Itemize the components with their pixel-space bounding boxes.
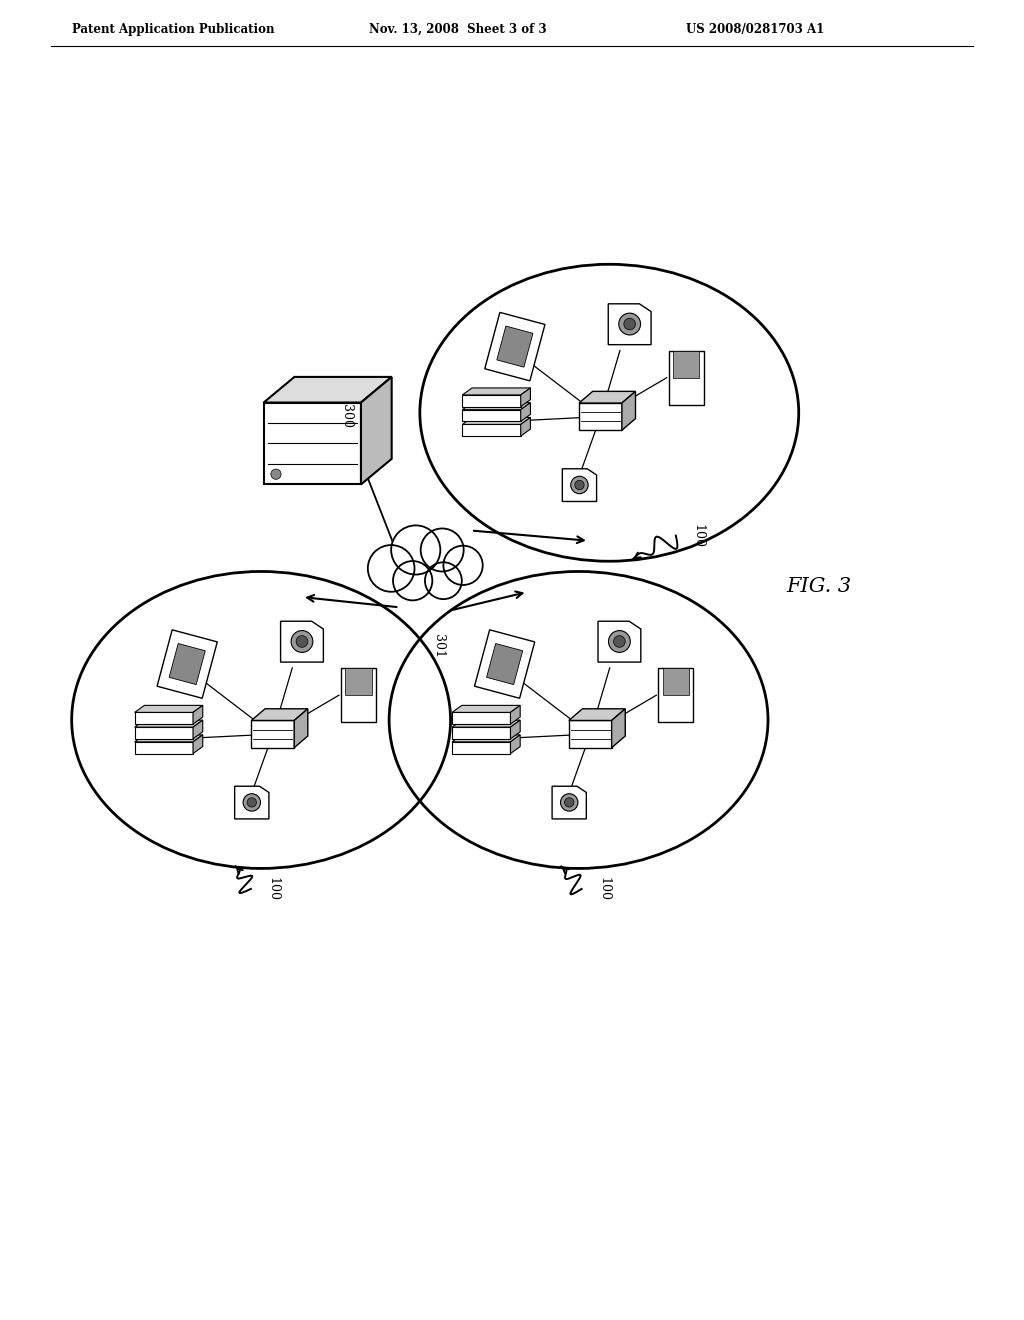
Polygon shape: [135, 705, 203, 713]
Polygon shape: [452, 742, 510, 754]
Polygon shape: [135, 713, 194, 725]
Polygon shape: [462, 409, 520, 421]
Polygon shape: [520, 417, 530, 436]
Polygon shape: [520, 403, 530, 421]
Text: Nov. 13, 2008  Sheet 3 of 3: Nov. 13, 2008 Sheet 3 of 3: [369, 22, 546, 36]
Polygon shape: [462, 388, 530, 395]
Polygon shape: [252, 709, 308, 721]
Circle shape: [368, 545, 415, 591]
Text: 100: 100: [598, 876, 610, 902]
Circle shape: [443, 545, 482, 585]
Polygon shape: [452, 727, 510, 739]
Polygon shape: [611, 709, 626, 747]
Bar: [341, 668, 376, 722]
Polygon shape: [608, 304, 651, 345]
Polygon shape: [484, 313, 545, 381]
Polygon shape: [568, 721, 611, 747]
Circle shape: [613, 636, 626, 647]
Circle shape: [425, 562, 462, 599]
Polygon shape: [510, 721, 520, 739]
Circle shape: [608, 631, 631, 652]
Polygon shape: [579, 391, 636, 403]
Circle shape: [570, 477, 588, 494]
Polygon shape: [135, 727, 194, 739]
Polygon shape: [452, 735, 520, 742]
Polygon shape: [252, 721, 294, 747]
Polygon shape: [264, 403, 360, 484]
Circle shape: [564, 797, 573, 807]
Bar: [345, 668, 372, 696]
Polygon shape: [510, 735, 520, 754]
Circle shape: [391, 525, 440, 574]
Polygon shape: [281, 622, 324, 663]
Polygon shape: [264, 378, 391, 403]
Circle shape: [393, 561, 432, 601]
Polygon shape: [568, 709, 626, 721]
Text: US 2008/0281703 A1: US 2008/0281703 A1: [686, 22, 824, 36]
Polygon shape: [234, 787, 269, 818]
Polygon shape: [622, 391, 636, 430]
Circle shape: [243, 793, 260, 810]
Circle shape: [421, 528, 464, 572]
Polygon shape: [598, 622, 641, 663]
Polygon shape: [452, 705, 520, 713]
Text: Patent Application Publication: Patent Application Publication: [72, 22, 274, 36]
Circle shape: [291, 631, 313, 652]
Polygon shape: [462, 417, 530, 425]
Text: 301: 301: [432, 634, 444, 659]
Polygon shape: [474, 630, 535, 698]
Polygon shape: [462, 395, 520, 407]
Bar: [673, 351, 699, 378]
Polygon shape: [360, 378, 391, 484]
Circle shape: [618, 313, 641, 335]
Circle shape: [560, 793, 578, 810]
Polygon shape: [452, 721, 520, 727]
Polygon shape: [486, 644, 522, 685]
Polygon shape: [462, 403, 530, 409]
Polygon shape: [562, 469, 597, 502]
Circle shape: [624, 318, 636, 330]
Text: FIG. 3: FIG. 3: [786, 577, 852, 597]
Polygon shape: [452, 713, 510, 725]
Circle shape: [296, 636, 308, 647]
Polygon shape: [520, 388, 530, 407]
Polygon shape: [135, 735, 203, 742]
Polygon shape: [579, 403, 622, 430]
Bar: [669, 351, 703, 405]
Text: 100: 100: [692, 524, 705, 548]
Circle shape: [270, 469, 281, 479]
Polygon shape: [462, 425, 520, 436]
Polygon shape: [194, 735, 203, 754]
Bar: [658, 668, 693, 722]
Polygon shape: [194, 705, 203, 725]
Polygon shape: [510, 705, 520, 725]
Polygon shape: [135, 721, 203, 727]
Polygon shape: [169, 644, 205, 685]
Polygon shape: [157, 630, 217, 698]
Polygon shape: [552, 787, 587, 818]
Polygon shape: [194, 721, 203, 739]
Circle shape: [574, 480, 584, 490]
Polygon shape: [135, 742, 194, 754]
Text: 300: 300: [340, 404, 352, 428]
Polygon shape: [497, 326, 532, 367]
Text: 100: 100: [267, 876, 280, 902]
Bar: [663, 668, 689, 696]
Circle shape: [247, 797, 256, 807]
Polygon shape: [294, 709, 308, 747]
